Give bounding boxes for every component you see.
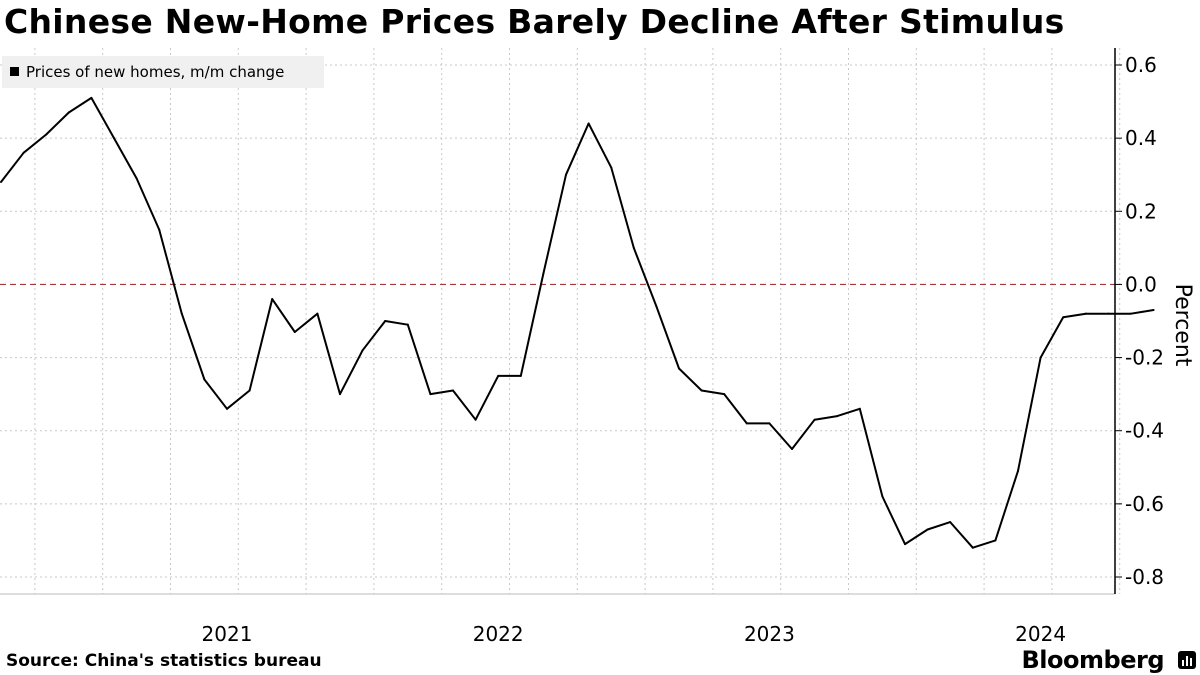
data-point <box>542 272 545 275</box>
y-tick-label: -0.8 <box>1125 565 1164 589</box>
x-axis-ticks: 2021 2022 2023 2024 <box>202 622 1067 646</box>
data-point <box>248 389 251 392</box>
y-tick-label: 0.6 <box>1125 53 1157 77</box>
data-point <box>655 305 658 308</box>
y-axis-label: Percent <box>1170 284 1195 367</box>
data-point <box>293 330 296 333</box>
data-point <box>791 448 793 450</box>
data-point <box>858 407 861 410</box>
y-tick-label: 0.0 <box>1125 272 1157 296</box>
data-point <box>881 495 884 498</box>
data-point <box>1130 312 1132 315</box>
legend: Prices of new homes, m/m change <box>2 56 324 88</box>
data-point <box>745 422 748 425</box>
data-point <box>1152 309 1155 312</box>
data-point <box>519 374 522 377</box>
legend-swatch <box>10 67 19 76</box>
brand-logo: Bloomberg <box>1021 646 1165 674</box>
data-point <box>135 177 138 180</box>
x-tick-label: 2022 <box>473 622 524 646</box>
data-point <box>271 298 274 301</box>
series-points <box>0 96 1155 549</box>
data-point <box>700 389 703 392</box>
data-point <box>768 422 771 425</box>
chart-title: Chinese New-Home Prices Barely Decline A… <box>4 2 1065 41</box>
data-point <box>406 323 409 326</box>
data-point <box>632 246 635 249</box>
data-point <box>226 407 228 410</box>
data-point <box>474 418 477 421</box>
data-point <box>565 173 567 176</box>
legend-label: Prices of new homes, m/m change <box>26 63 284 81</box>
y-tick-label: -0.4 <box>1125 419 1164 443</box>
data-point <box>971 546 974 549</box>
data-point <box>452 389 454 392</box>
data-point <box>1039 356 1042 359</box>
data-point <box>429 393 432 396</box>
data-point <box>180 312 183 315</box>
data-point <box>1107 312 1110 315</box>
data-point <box>90 96 93 99</box>
y-axis-ticks: 0.6 0.4 0.2 0.0 -0.2 -0.4 -0.6 -0.8 <box>1115 53 1164 589</box>
data-point <box>1062 316 1065 319</box>
series-line <box>0 96 1154 549</box>
data-point <box>339 393 341 396</box>
data-point <box>723 393 726 396</box>
data-point <box>1084 312 1087 315</box>
data-point <box>316 312 319 315</box>
data-point <box>949 521 952 524</box>
data-point <box>22 151 25 154</box>
y-tick-label: 0.2 <box>1125 199 1157 223</box>
x-tick-label: 2021 <box>202 622 253 646</box>
data-point <box>904 543 906 546</box>
y-tick-label: 0.4 <box>1125 126 1157 150</box>
vertical-gridlines <box>34 48 1121 594</box>
legend-background <box>2 56 324 88</box>
x-tick-label: 2023 <box>744 622 795 646</box>
data-point <box>836 415 839 418</box>
data-point <box>994 539 997 542</box>
data-point <box>384 320 387 322</box>
data-point <box>158 228 161 231</box>
data-point <box>113 137 115 140</box>
data-point <box>45 133 48 136</box>
bloomberg-terminal-icon <box>1178 651 1196 669</box>
data-point <box>587 122 590 125</box>
y-tick-label: -0.2 <box>1125 346 1164 370</box>
data-point <box>0 181 2 184</box>
data-point <box>497 374 500 377</box>
data-point <box>67 111 70 114</box>
data-point <box>203 378 206 381</box>
source-note: Source: China's statistics bureau <box>6 651 322 671</box>
data-point <box>610 166 613 169</box>
x-tick-label: 2024 <box>1015 622 1066 646</box>
data-point <box>926 528 929 531</box>
data-point <box>361 349 364 352</box>
y-tick-label: -0.6 <box>1125 492 1164 516</box>
data-point <box>678 367 680 370</box>
horizontal-gridlines <box>0 64 1115 578</box>
data-point <box>1017 469 1019 472</box>
data-point <box>813 418 816 421</box>
